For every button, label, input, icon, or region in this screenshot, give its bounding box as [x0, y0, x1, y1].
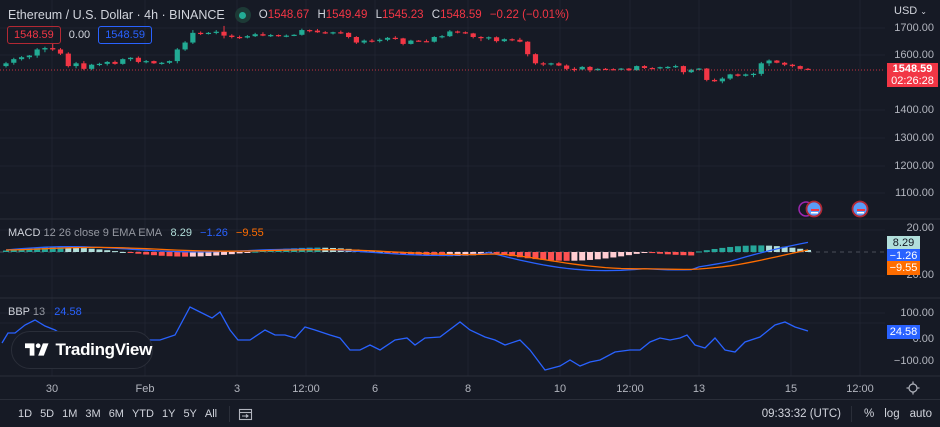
bbp-line — [1, 306, 809, 371]
bbp-value: 24.58 — [54, 306, 82, 318]
bbp-tag: 24.58 — [887, 325, 920, 339]
time-tick: 6 — [371, 383, 379, 395]
us-flag-event-icon — [805, 200, 823, 218]
buy-button[interactable]: 1548.59 — [98, 26, 152, 44]
bbp-tick: −100.00 — [893, 355, 934, 367]
time-tick: 12:00 — [616, 383, 644, 395]
price-tick: 1600.00 — [894, 49, 934, 61]
time-tick: 30 — [45, 383, 59, 395]
ohlc-values: O1548.67 H1549.49 L1545.23 C1548.59 −0.2… — [258, 9, 570, 21]
time-tick: 8 — [464, 383, 472, 395]
event-markers[interactable] — [798, 200, 869, 218]
range-6m-button[interactable]: 6M — [108, 407, 124, 420]
macd-histogram-value: 8.29 — [170, 227, 192, 239]
macd-line-value: −1.26 — [200, 227, 228, 239]
percent-scale-toggle[interactable]: % — [864, 408, 875, 420]
range-1y-button[interactable]: 1Y — [161, 407, 176, 420]
current-price-label: 1548.59 02:26:28 — [887, 63, 938, 87]
bbp-tick: 100.00 — [900, 307, 934, 319]
range-ytd-button[interactable]: YTD — [131, 407, 154, 420]
market-status-icon[interactable] — [234, 7, 251, 23]
sell-button[interactable]: 1548.59 — [7, 26, 61, 44]
range-1d-button[interactable]: 1D — [18, 407, 33, 420]
price-tick: 1200.00 — [894, 160, 934, 172]
signal-line-value: −9.55 — [235, 227, 264, 239]
bottom-toolbar: 1D 5D 1M 3M 6M YTD 1Y 5Y All 09:33:32 (U… — [0, 399, 940, 427]
spread-value: 0.00 — [68, 29, 91, 41]
symbol-title[interactable]: Ethereum / U.S. Dollar · 4h · BINANCE — [8, 8, 225, 22]
auto-scale-toggle[interactable]: auto — [909, 408, 932, 420]
price-tick: 1700.00 — [894, 22, 934, 34]
divider — [851, 406, 853, 422]
close-value: 1548.59 — [440, 9, 482, 21]
range-all-button[interactable]: All — [204, 407, 218, 420]
trade-buttons: 1548.59 0.00 1548.59 — [7, 26, 152, 44]
time-tick: 12:00 — [846, 383, 874, 395]
signal-line — [5, 246, 809, 271]
low-value: 1545.23 — [381, 9, 424, 21]
chart-legend-header: Ethereum / U.S. Dollar · 4h · BINANCE O1… — [8, 6, 569, 24]
range-3m-button[interactable]: 3M — [85, 407, 101, 420]
high-value: 1549.49 — [325, 9, 368, 21]
signal-line-tag: −9.55 — [887, 261, 920, 275]
tradingview-logo[interactable]: TradingView — [11, 331, 153, 369]
macd-histogram-tag: 8.29 — [887, 236, 920, 250]
utc-clock[interactable]: 09:33:32 (UTC) — [761, 408, 842, 420]
currency-selector[interactable]: USD ⌄ — [894, 5, 927, 17]
date-range-buttons: 1D 5D 1M 3M 6M YTD 1Y 5Y All — [14, 408, 221, 420]
range-5d-button[interactable]: 5D — [40, 407, 55, 420]
time-tick: 12:00 — [292, 383, 320, 395]
tradingview-logo-icon — [25, 343, 49, 356]
time-tick: 15 — [784, 383, 798, 395]
macd-line — [5, 241, 809, 272]
bar-countdown: 02:26:28 — [891, 74, 934, 87]
go-to-date-icon[interactable] — [238, 407, 254, 421]
us-flag-event-icon — [851, 200, 869, 218]
time-tick: 13 — [692, 383, 706, 395]
time-tick: 3 — [233, 383, 241, 395]
time-tick: 10 — [553, 383, 567, 395]
macd-tick: 20.00 — [906, 222, 934, 234]
divider — [229, 405, 231, 422]
open-value: 1548.67 — [267, 9, 310, 21]
price-tick: 1100.00 — [895, 187, 934, 199]
price-tick: 1300.00 — [894, 132, 934, 144]
macd-legend[interactable]: MACD 12 26 close 9 EMA EMA 8.29 −1.26 −9… — [8, 227, 264, 239]
range-5y-button[interactable]: 5Y — [183, 407, 197, 420]
change-value: −0.22 (−0.01%) — [489, 9, 570, 21]
log-scale-toggle[interactable]: log — [884, 408, 900, 420]
range-1m-button[interactable]: 1M — [62, 407, 78, 420]
chevron-down-icon: ⌄ — [920, 7, 927, 16]
settings-gear-icon[interactable] — [906, 381, 920, 395]
time-tick: Feb — [135, 383, 155, 395]
bbp-legend[interactable]: BBP 13 24.58 — [8, 306, 82, 318]
macd-line-tag: −1.26 — [887, 249, 920, 263]
candlestick-series — [3, 25, 811, 84]
scale-options: 09:33:32 (UTC) % log auto — [752, 400, 932, 427]
price-tick: 1400.00 — [894, 104, 934, 116]
grid-lines — [0, 0, 885, 376]
